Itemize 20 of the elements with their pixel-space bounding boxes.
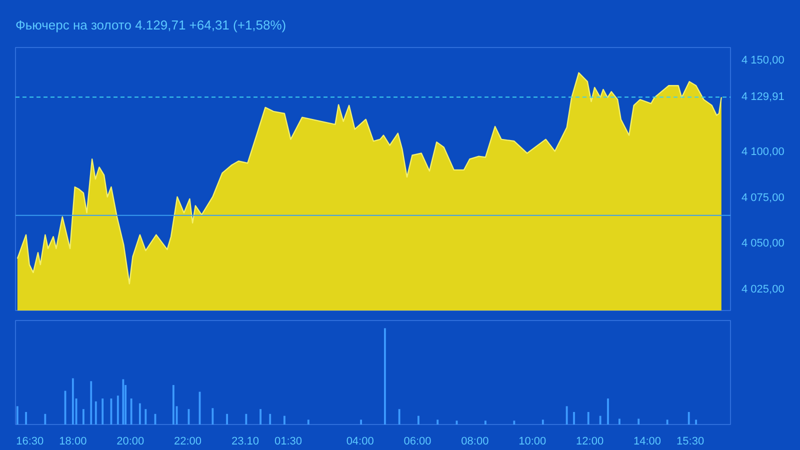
y-tick-label: 4 075,00: [742, 192, 784, 204]
x-tick-label: 10:00: [518, 436, 546, 448]
y-tick-label: 4 050,00: [742, 238, 784, 250]
chart-title: Фьючерс на золото 4.129,71 +64,31 (+1,58%): [16, 18, 286, 32]
y-tick-label: 4 025,00: [742, 283, 784, 296]
x-tick-label: 04:00: [346, 436, 374, 448]
x-tick-label: 01:30: [274, 436, 302, 448]
ref-line-label: 4 129,91: [742, 91, 784, 104]
x-tick-label: 15:30: [676, 436, 704, 448]
x-tick-label: 08:00: [461, 436, 489, 448]
x-tick-label: 23.10: [231, 436, 259, 448]
x-tick-label: 20:00: [116, 436, 144, 448]
x-tick-label: 18:00: [59, 436, 87, 448]
x-tick-label: 22:00: [174, 436, 202, 448]
x-tick-label: 12:00: [576, 436, 604, 448]
x-tick-label: 06:00: [404, 436, 432, 448]
y-tick-label: 4 150,00: [742, 54, 784, 66]
y-tick-label: 4 100,00: [742, 146, 784, 158]
x-tick-label: 14:00: [633, 436, 661, 448]
x-tick-label: 16:30: [16, 436, 44, 448]
